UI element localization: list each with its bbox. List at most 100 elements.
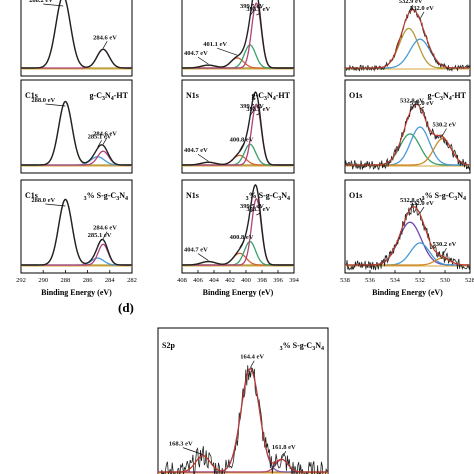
x-tick-label: 408 (177, 277, 187, 284)
fit-envelope (158, 368, 328, 473)
peak-annotation: 532.8 eV (400, 197, 424, 204)
peak-annotation: 398.7 eV (246, 206, 270, 213)
x-tick-label: 290 (38, 277, 48, 284)
peak-annotation: 530.2 eV (433, 121, 457, 128)
peak-annotation: 401.1 eV (203, 41, 227, 48)
peak-annotation: 285.1 eV (88, 133, 112, 140)
annotation-arrow (197, 56, 209, 65)
fitted-peak-398.7 (182, 198, 294, 266)
x-axis-label: Binding Energy (eV) (203, 288, 274, 297)
sample-label: g-C3​N4​-HT (428, 91, 467, 102)
sample-label: 3​% S-g-C3​N4​ (84, 191, 128, 202)
annotation-arrow (442, 128, 447, 136)
annotation-arrow (102, 41, 108, 49)
raw-spectrum (345, 202, 470, 271)
peak-annotation: 285.1 eV (88, 232, 112, 239)
element-label: O1s (349, 91, 362, 100)
fit-envelope (345, 9, 470, 69)
x-tick-label: 286 (83, 277, 94, 284)
annotation-arrow (256, 12, 261, 16)
fitted-peak-164.4 (158, 368, 328, 473)
peak-annotation: 284.6 eV (93, 225, 117, 232)
fit-envelope (345, 206, 470, 266)
annotation-arrow (102, 137, 108, 145)
x-tick-label: 402 (225, 277, 235, 284)
x-tick-label: 406 (193, 277, 204, 284)
element-label: C1s (25, 191, 38, 200)
x-tick-label: 398 (257, 277, 267, 284)
plot-frame (157, 327, 329, 474)
annotation-arrow (409, 203, 415, 209)
plot-frame (344, 79, 471, 174)
sample-label: 3​% S-g-C3​N4​ (422, 191, 466, 202)
raw-spectrum (161, 365, 328, 474)
annotation-arrow (182, 447, 204, 455)
peak-annotation: 288.2 eV (29, 0, 53, 4)
annotation-arrow (419, 206, 425, 214)
peak-annotation: 161.8 eV (272, 444, 296, 451)
element-label: O1s (349, 191, 362, 200)
fitted-peak-532 (345, 126, 470, 166)
x-tick-label: 284 (105, 277, 116, 284)
x-tick-label: 394 (289, 277, 300, 284)
annotation-arrow (43, 3, 64, 7)
peak-annotation: 284.6 eV (93, 34, 117, 41)
sample-label: g-C3​N4​-HT (90, 91, 129, 102)
peak-annotation: 404.7 eV (184, 147, 208, 154)
peak-annotation: 399.5 eV (240, 3, 264, 10)
fit-envelope (345, 103, 470, 166)
annotation-arrow (97, 238, 102, 247)
x-tick-label: 536 (365, 277, 376, 284)
x-tick-label: 288 (61, 277, 71, 284)
raw-spectrum (182, 91, 294, 166)
plot-frame (20, 79, 133, 174)
annotation-arrow (256, 112, 261, 116)
annotation-arrow (249, 360, 255, 368)
plot-frame (181, 179, 295, 274)
annotation-arrow (239, 240, 244, 249)
peak-annotation: 399.5 eV (240, 203, 264, 210)
plot-frame (20, 179, 133, 274)
fitted-peak-530.2 (345, 138, 470, 166)
x-axis-label: Binding Energy (eV) (41, 288, 112, 297)
panel-d-label: (d) (118, 300, 134, 315)
plot-frame (181, 79, 295, 174)
peak-annotation: 404.7 eV (184, 50, 208, 57)
peak-annotation: 532.0 eV (410, 200, 434, 207)
plot-frame (344, 179, 471, 274)
annotation-arrow (197, 253, 209, 261)
x-tick-label: 292 (16, 277, 26, 284)
peak-annotation: 404.7 eV (184, 247, 208, 254)
raw-spectrum (21, 100, 132, 166)
raw-spectrum (21, 198, 132, 266)
peak-annotation: 398.7 eV (246, 6, 270, 13)
annotation-arrow (197, 153, 209, 162)
annotation-arrow (239, 143, 244, 151)
annotation-arrow (281, 450, 287, 459)
panel-s2p: 168.3 eV 164.4 eV 161.8 eV S2p 3​% S-g-C3​N4… (157, 327, 329, 474)
fitted-peak-532.9 (345, 27, 470, 69)
x-tick-label: 282 (127, 277, 137, 284)
annotation-arrow (249, 209, 255, 213)
sample-label: 3​% S-g-C3​N4​ (280, 341, 324, 352)
x-tick-label: 400 (241, 277, 251, 284)
x-tick-label: 534 (390, 277, 401, 284)
element-label: N1s (186, 91, 199, 100)
plot-frame (344, 0, 471, 77)
raw-spectrum (345, 99, 470, 171)
annotation-arrow (97, 140, 102, 148)
annotation-arrow (442, 248, 447, 256)
annotation-arrow (45, 203, 66, 207)
x-tick-label: 396 (273, 277, 284, 284)
x-tick-label: 404 (209, 277, 220, 284)
x-tick-label: 538 (340, 277, 350, 284)
element-label: C1s (25, 91, 38, 100)
fitted-peak-532 (345, 38, 470, 69)
